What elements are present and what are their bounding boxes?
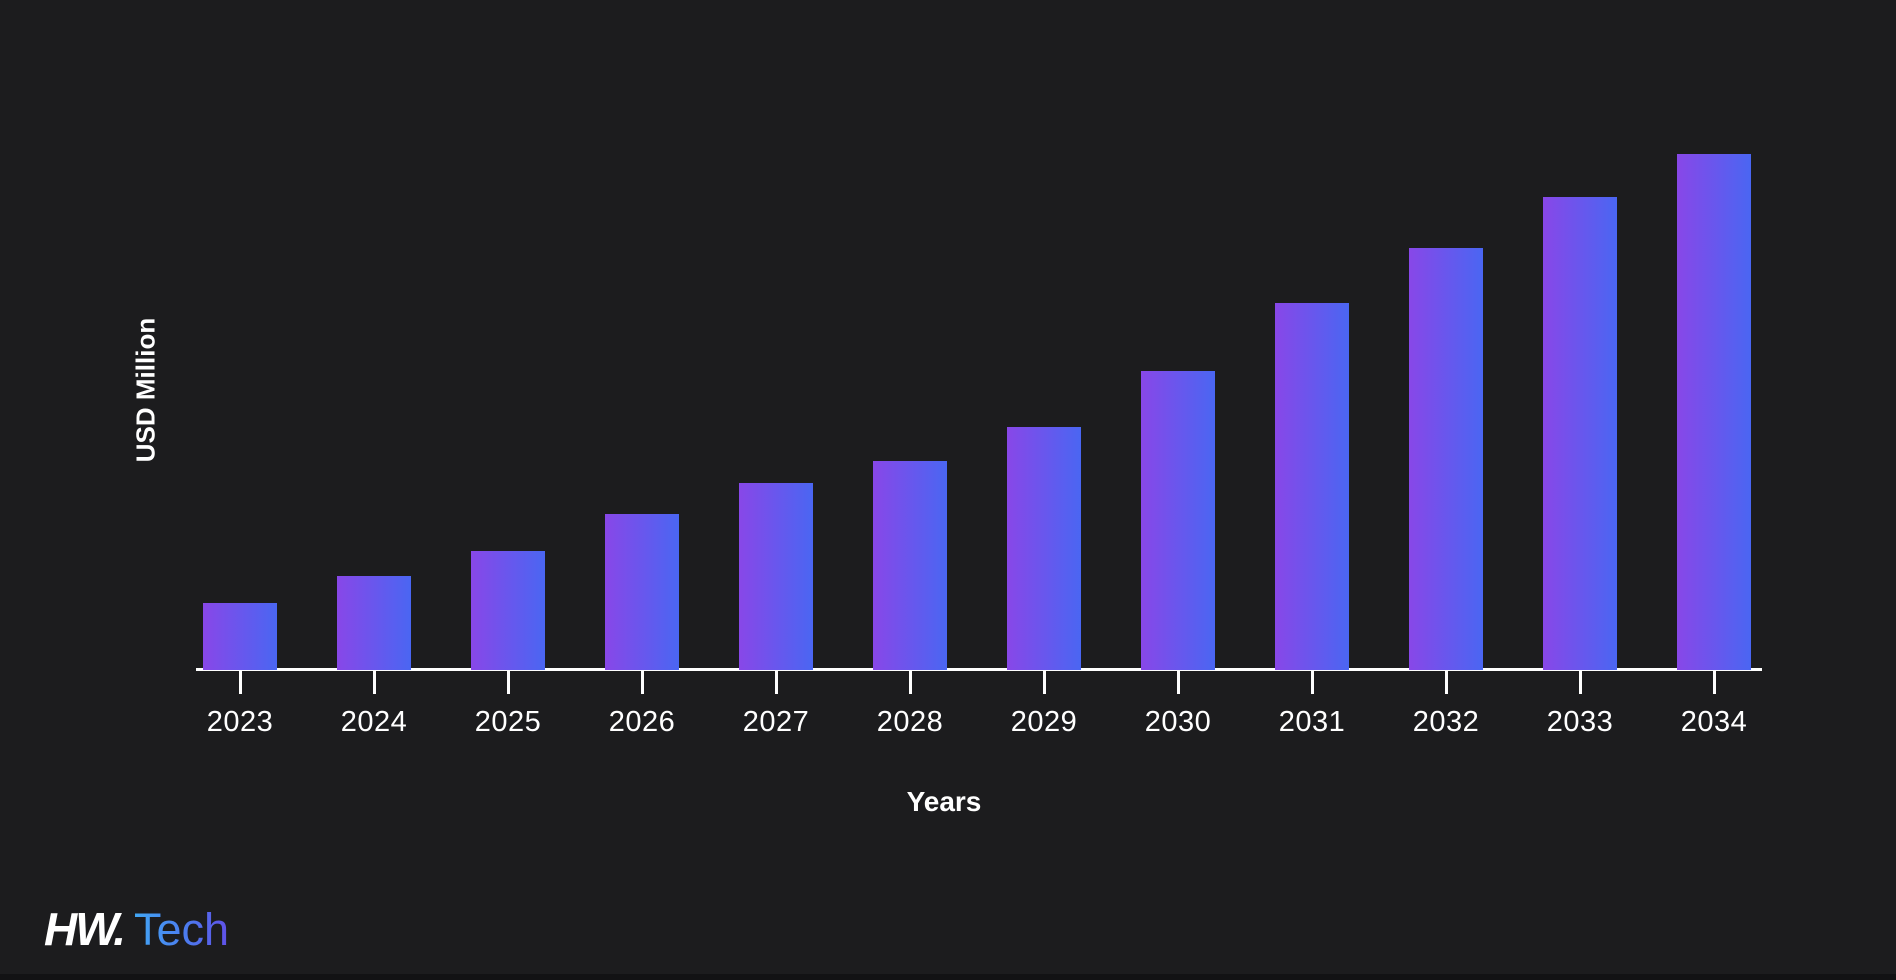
bar-2023: [203, 603, 277, 670]
bar-2031: [1275, 303, 1349, 670]
x-tick-label-2029: 2029: [1010, 706, 1078, 738]
x-axis-tick-2025: [506, 670, 510, 694]
bar-2029: [1007, 427, 1081, 670]
x-tick-label-2030: 2030: [1144, 706, 1212, 738]
x-tick-label-2024: 2024: [340, 706, 408, 738]
bar-2025: [471, 551, 545, 670]
y-axis-title: USD Million: [130, 317, 161, 463]
x-tick-label-2023: 2023: [206, 706, 274, 738]
x-tick-label-2028: 2028: [876, 706, 944, 738]
x-tick-label-2033: 2033: [1546, 706, 1614, 738]
logo-tech-text: Tech: [134, 904, 230, 955]
bar-2026: [605, 514, 679, 670]
bar-2030: [1141, 371, 1215, 670]
x-axis-tick-2031: [1310, 670, 1314, 694]
x-tick-label-2027: 2027: [742, 706, 810, 738]
logo-hw-text: HW.: [44, 903, 126, 955]
x-axis-tick-2033: [1578, 670, 1582, 694]
x-axis-tick-2030: [1176, 670, 1180, 694]
bar-2033: [1543, 197, 1617, 670]
x-tick-label-2032: 2032: [1412, 706, 1480, 738]
x-axis-tick-2028: [908, 670, 912, 694]
x-axis-tick-2032: [1444, 670, 1448, 694]
x-axis-tick-2029: [1042, 670, 1046, 694]
bar-2027: [739, 483, 813, 670]
x-tick-label-2034: 2034: [1680, 706, 1748, 738]
x-tick-label-2026: 2026: [608, 706, 676, 738]
brand-logo: HW. Tech: [44, 902, 229, 956]
x-axis-tick-2034: [1712, 670, 1716, 694]
x-axis-tick-2026: [640, 670, 644, 694]
bar-2024: [337, 576, 411, 670]
bottom-edge-strip: [0, 974, 1896, 980]
bar-2028: [873, 461, 947, 670]
x-axis-title: Years: [906, 786, 982, 817]
bar-2034: [1677, 154, 1751, 670]
x-axis-tick-2027: [774, 670, 778, 694]
x-axis-tick-2024: [372, 670, 376, 694]
x-axis-line: [196, 668, 1762, 671]
x-axis-tick-2023: [238, 670, 242, 694]
x-tick-label-2025: 2025: [474, 706, 542, 738]
bar-2032: [1409, 248, 1483, 670]
x-tick-label-2031: 2031: [1278, 706, 1346, 738]
